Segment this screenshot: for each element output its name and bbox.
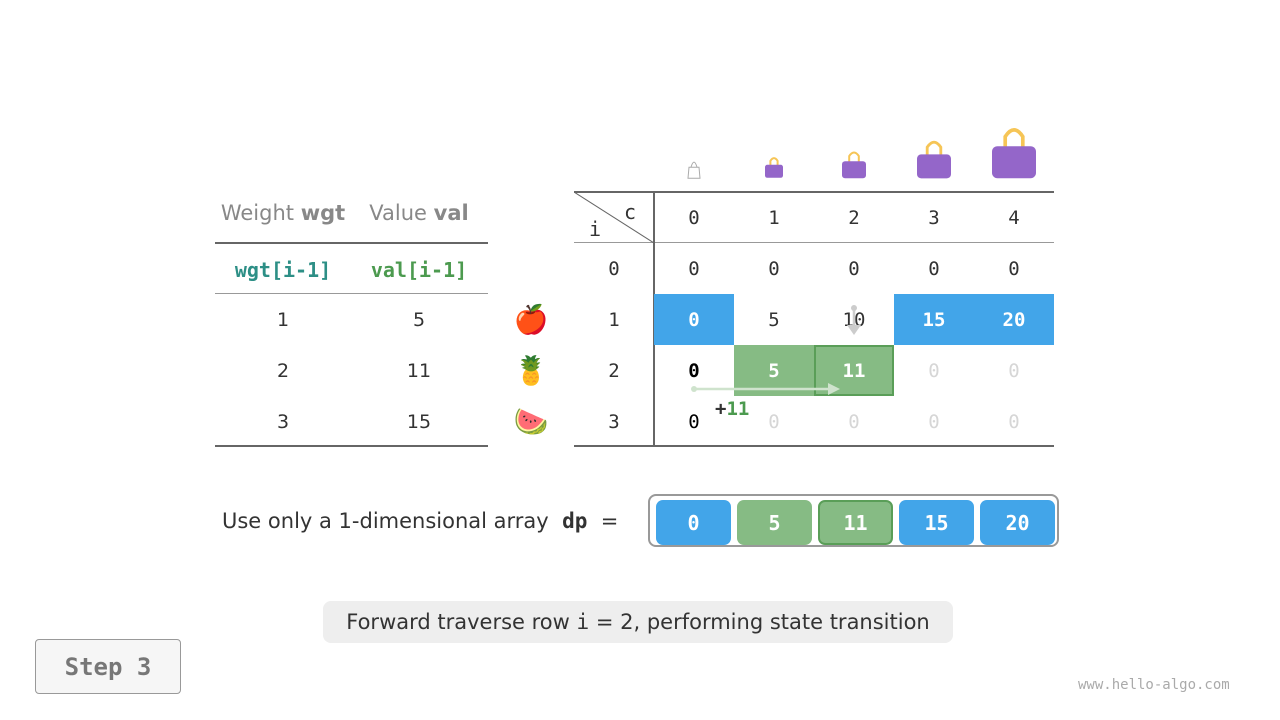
caption-code: i (576, 610, 590, 634)
column-header: 0 (688, 206, 700, 229)
value-cell: 5 (412, 308, 426, 331)
weight-cell: 1 (276, 308, 290, 331)
dp-cell: 0 (928, 257, 940, 280)
step-button[interactable]: Step 3 (35, 639, 181, 694)
caption-text: Forward traverse row (346, 610, 577, 634)
dp-cell: 15 (894, 294, 974, 345)
down-arrow-head (847, 325, 861, 335)
column-header: 1 (768, 206, 780, 229)
dp-cell: 0 (688, 359, 700, 382)
dp-cell: 0 (768, 257, 780, 280)
increment-value: 11 (726, 398, 750, 420)
dp-cell: 0 (848, 257, 860, 280)
divider (215, 445, 488, 447)
dp-label-eq: = (600, 509, 619, 533)
dp-array-cell: 11 (818, 500, 893, 545)
row-label: 3 (608, 410, 620, 433)
value-header-code: val (433, 201, 469, 225)
dp-cell: 0 (1008, 359, 1020, 382)
plus-sign: + (715, 398, 727, 420)
dp-array-cell: 15 (899, 500, 974, 545)
divider (574, 445, 1054, 447)
bag-icon-4 (992, 127, 1036, 178)
row-label: 0 (608, 257, 620, 280)
bag-icon-3 (917, 140, 951, 178)
caption-text-2: = 2, performing state transition (589, 610, 930, 634)
value-cell: 15 (406, 410, 432, 433)
column-header: 3 (928, 206, 940, 229)
divider (215, 293, 488, 294)
weight-header-code: wgt (300, 201, 346, 225)
watermark: www.hello-algo.com (1078, 677, 1230, 693)
wgt-subheader: wgt[i-1] (234, 258, 332, 282)
divider (653, 192, 655, 446)
dp-cell: 20 (974, 294, 1054, 345)
right-arrow-head (828, 383, 840, 395)
bag-icon-1 (765, 157, 783, 178)
column-header: 4 (1008, 206, 1020, 229)
watermelon-icon: 🍉 (513, 405, 549, 438)
dp-cell: 11 (814, 345, 894, 396)
corner-c: c (624, 200, 637, 224)
dp-label-code: dp (562, 509, 588, 533)
dp-cell: 5 (768, 308, 780, 331)
weight-cell: 3 (276, 410, 290, 433)
dp-cell: 0 (688, 410, 700, 433)
dp-cell: 0 (1008, 257, 1020, 280)
row-label: 2 (608, 359, 620, 382)
dp-cell: 0 (768, 410, 780, 433)
increment-annotation: +11 (715, 398, 749, 420)
dp-array-container (648, 494, 1059, 547)
dp-array-cell: 5 (737, 500, 812, 545)
corner-i: i (589, 217, 602, 241)
weight-header-text: Weight (220, 201, 294, 225)
divider (574, 242, 1054, 243)
caption: Forward traverse row i = 2, performing s… (323, 601, 953, 643)
dp-cell: 0 (928, 410, 940, 433)
divider (215, 242, 488, 244)
value-header-text: Value (369, 201, 427, 225)
dp-cell: 0 (928, 359, 940, 382)
value-cell: 11 (406, 359, 432, 382)
apple-icon: 🍎 (513, 303, 549, 336)
dp-array-cell: 0 (656, 500, 731, 545)
pineapple-icon: 🍍 (513, 354, 549, 387)
row-label: 1 (608, 308, 620, 331)
weight-header: Weight wgt (215, 198, 351, 228)
dp-array-label: Use only a 1-dimensional array dp = (222, 509, 618, 533)
dp-cell: 0 (654, 294, 734, 345)
weight-cell: 2 (276, 359, 290, 382)
bag-icon-2 (842, 151, 866, 178)
value-header: Value val (351, 198, 487, 228)
bag-icon-empty (687, 161, 701, 179)
dp-cell: 0 (1008, 410, 1020, 433)
val-subheader: val[i-1] (370, 258, 468, 282)
dp-array-cell: 20 (980, 500, 1055, 545)
transition-arrows (691, 305, 861, 395)
corner-diagonal (574, 192, 654, 243)
dp-cell: 0 (688, 257, 700, 280)
divider (574, 191, 1054, 193)
dp-cell: 0 (848, 410, 860, 433)
dp-label-text: Use only a 1-dimensional array (222, 509, 556, 533)
dp-cell: 5 (734, 345, 814, 396)
column-header: 2 (848, 206, 860, 229)
